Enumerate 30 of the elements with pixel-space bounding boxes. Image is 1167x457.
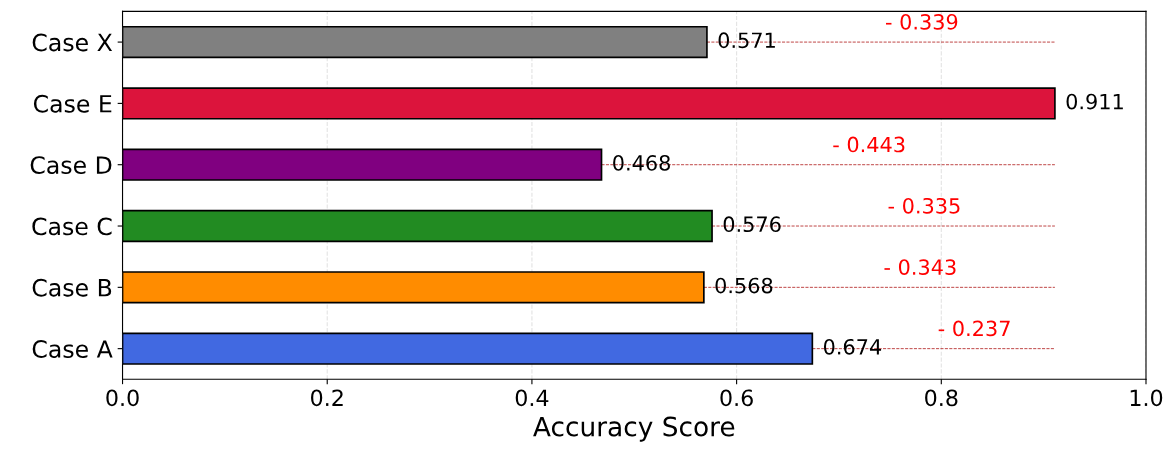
data-label: 0.576 bbox=[723, 216, 781, 233]
bar bbox=[122, 209, 713, 243]
x-axis-title: Accuracy Score bbox=[533, 416, 735, 442]
annotation: - 0.335 bbox=[888, 197, 960, 214]
y-tick-label: Case C bbox=[32, 217, 112, 236]
bar bbox=[122, 271, 705, 304]
x-tick-label: 0.0 bbox=[106, 389, 139, 407]
y-tick-label: Case D bbox=[30, 156, 112, 175]
x-tick-label: 1.0 bbox=[1130, 389, 1163, 407]
bar bbox=[122, 25, 708, 59]
x-tick-label: 0.8 bbox=[925, 389, 958, 407]
data-label: 0.911 bbox=[1066, 93, 1123, 110]
x-tick-label: 0.2 bbox=[311, 389, 343, 407]
bar bbox=[122, 87, 1056, 120]
y-tick-label: Case A bbox=[32, 340, 113, 358]
y-tick-label: Case E bbox=[33, 94, 112, 113]
annotation: - 0.443 bbox=[833, 136, 905, 153]
y-tick-label: Case B bbox=[32, 278, 112, 297]
data-label: 0.568 bbox=[715, 277, 773, 294]
annotation: - 0.343 bbox=[884, 259, 956, 275]
y-tick-label: Case X bbox=[32, 33, 113, 52]
x-tick-label: 0.4 bbox=[515, 389, 549, 407]
bar bbox=[122, 148, 603, 181]
annotation: - 0.339 bbox=[885, 13, 958, 30]
annotation: - 0.237 bbox=[938, 320, 1010, 337]
data-label: 0.571 bbox=[718, 32, 775, 49]
data-label: 0.468 bbox=[613, 155, 670, 171]
data-label: 0.674 bbox=[823, 338, 882, 355]
x-tick-label: 0.6 bbox=[720, 389, 753, 407]
bar bbox=[122, 332, 814, 365]
